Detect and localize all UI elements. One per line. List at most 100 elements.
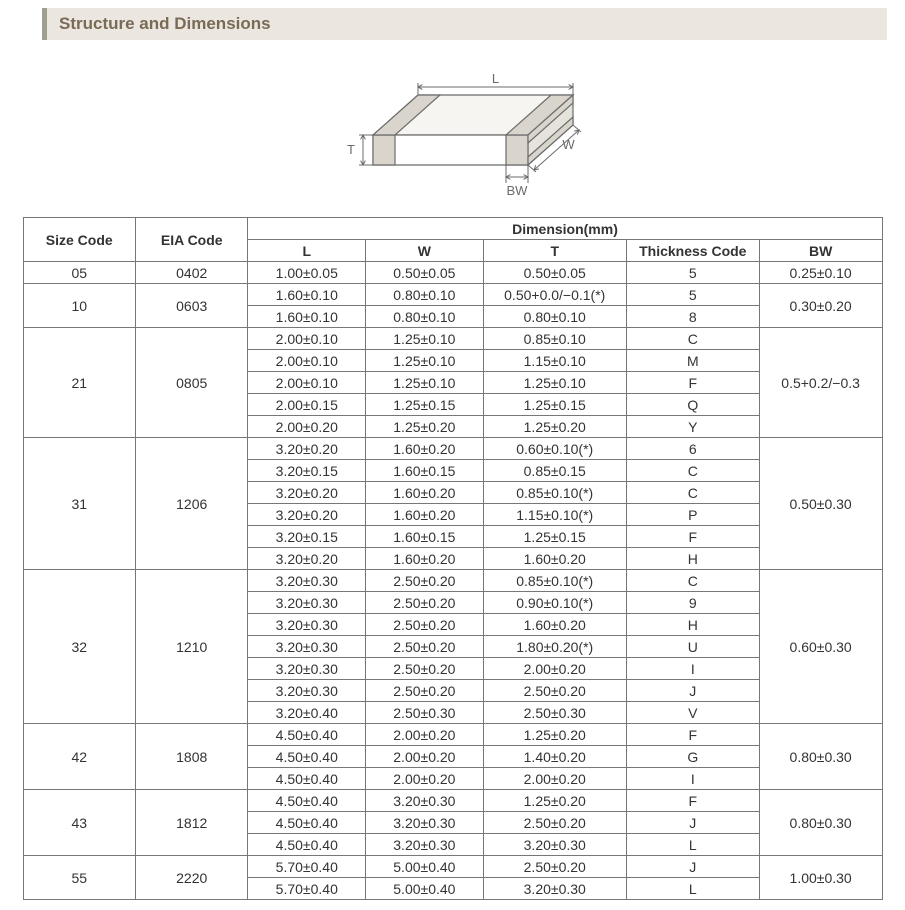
th-l: L — [248, 240, 366, 262]
cell-t: 1.15±0.10 — [483, 350, 626, 372]
th-eia-code: EIA Code — [135, 218, 247, 262]
cell-l: 2.00±0.15 — [248, 394, 366, 416]
cell-thickness-code: H — [626, 548, 759, 570]
cell-thickness-code: J — [626, 856, 759, 878]
diagram-label-bw: BW — [506, 183, 528, 198]
cell-thickness-code: F — [626, 526, 759, 548]
cell-size-code: 43 — [23, 790, 135, 856]
cell-l: 3.20±0.30 — [248, 570, 366, 592]
cell-w: 1.60±0.20 — [366, 548, 484, 570]
th-size-code: Size Code — [23, 218, 135, 262]
cell-t: 0.85±0.10(*) — [483, 570, 626, 592]
cell-t: 0.80±0.10 — [483, 306, 626, 328]
cell-eia-code: 0805 — [135, 328, 247, 438]
cell-w: 2.50±0.20 — [366, 592, 484, 614]
cell-l: 3.20±0.20 — [248, 504, 366, 526]
cell-thickness-code: J — [626, 680, 759, 702]
cell-w: 1.25±0.20 — [366, 416, 484, 438]
cell-w: 2.00±0.20 — [366, 768, 484, 790]
cell-w: 1.25±0.10 — [366, 328, 484, 350]
cell-l: 3.20±0.30 — [248, 658, 366, 680]
table-row: 4218084.50±0.402.00±0.201.25±0.20F0.80±0… — [23, 724, 882, 746]
cell-thickness-code: M — [626, 350, 759, 372]
cell-l: 2.00±0.10 — [248, 328, 366, 350]
cell-w: 1.60±0.20 — [366, 438, 484, 460]
dimensions-table: Size Code EIA Code Dimension(mm) L W T T… — [23, 217, 883, 900]
cell-t: 1.25±0.10 — [483, 372, 626, 394]
cell-thickness-code: 6 — [626, 438, 759, 460]
cell-t: 0.60±0.10(*) — [483, 438, 626, 460]
cell-bw: 0.5+0.2/−0.3 — [759, 328, 882, 438]
cell-l: 3.20±0.40 — [248, 702, 366, 724]
cell-l: 2.00±0.20 — [248, 416, 366, 438]
cell-thickness-code: F — [626, 372, 759, 394]
cell-size-code: 05 — [23, 262, 135, 284]
cell-l: 3.20±0.20 — [248, 482, 366, 504]
cell-l: 3.20±0.15 — [248, 526, 366, 548]
cell-thickness-code: I — [626, 658, 759, 680]
cell-bw: 0.25±0.10 — [759, 262, 882, 284]
cell-eia-code: 2220 — [135, 856, 247, 900]
table-row: 3112063.20±0.201.60±0.200.60±0.10(*)60.5… — [23, 438, 882, 460]
cell-t: 2.50±0.30 — [483, 702, 626, 724]
cell-t: 0.50+0.0/−0.1(*) — [483, 284, 626, 306]
section-title-bar: Structure and Dimensions — [42, 8, 887, 40]
cell-t: 1.25±0.15 — [483, 526, 626, 548]
cell-thickness-code: C — [626, 570, 759, 592]
cell-size-code: 10 — [23, 284, 135, 328]
th-bw: BW — [759, 240, 882, 262]
cell-t: 3.20±0.30 — [483, 834, 626, 856]
cell-w: 2.50±0.20 — [366, 614, 484, 636]
cell-bw: 0.80±0.30 — [759, 790, 882, 856]
cell-l: 4.50±0.40 — [248, 790, 366, 812]
table-row: 3212103.20±0.302.50±0.200.85±0.10(*)C0.6… — [23, 570, 882, 592]
cell-w: 3.20±0.30 — [366, 812, 484, 834]
cell-thickness-code: 5 — [626, 262, 759, 284]
cell-thickness-code: J — [626, 812, 759, 834]
cell-thickness-code: L — [626, 834, 759, 856]
cell-l: 1.60±0.10 — [248, 284, 366, 306]
cell-w: 1.60±0.20 — [366, 482, 484, 504]
cell-t: 1.25±0.15 — [483, 394, 626, 416]
cell-bw: 1.00±0.30 — [759, 856, 882, 900]
cell-l: 3.20±0.30 — [248, 680, 366, 702]
cell-t: 1.25±0.20 — [483, 790, 626, 812]
table-row: 2108052.00±0.101.25±0.100.85±0.10C0.5+0.… — [23, 328, 882, 350]
cell-thickness-code: I — [626, 768, 759, 790]
cell-w: 5.00±0.40 — [366, 856, 484, 878]
th-dimension-group: Dimension(mm) — [248, 218, 882, 240]
cell-thickness-code: Y — [626, 416, 759, 438]
cell-thickness-code: P — [626, 504, 759, 526]
cell-w: 2.50±0.30 — [366, 702, 484, 724]
cell-w: 2.00±0.20 — [366, 724, 484, 746]
cell-l: 3.20±0.20 — [248, 548, 366, 570]
th-w: W — [366, 240, 484, 262]
cell-l: 3.20±0.30 — [248, 614, 366, 636]
cell-w: 0.80±0.10 — [366, 306, 484, 328]
cell-w: 5.00±0.40 — [366, 878, 484, 900]
cell-l: 4.50±0.40 — [248, 834, 366, 856]
cell-size-code: 42 — [23, 724, 135, 790]
cell-w: 3.20±0.30 — [366, 790, 484, 812]
cell-t: 0.85±0.10(*) — [483, 482, 626, 504]
cell-thickness-code: C — [626, 482, 759, 504]
cell-eia-code: 0402 — [135, 262, 247, 284]
cell-size-code: 31 — [23, 438, 135, 570]
cell-thickness-code: G — [626, 746, 759, 768]
cell-eia-code: 1808 — [135, 724, 247, 790]
cell-thickness-code: F — [626, 724, 759, 746]
cell-l: 5.70±0.40 — [248, 856, 366, 878]
cell-l: 4.50±0.40 — [248, 812, 366, 834]
cell-w: 1.25±0.10 — [366, 350, 484, 372]
table-row: 0504021.00±0.050.50±0.050.50±0.0550.25±0… — [23, 262, 882, 284]
cell-eia-code: 1812 — [135, 790, 247, 856]
cell-t: 2.50±0.20 — [483, 812, 626, 834]
table-row: 5522205.70±0.405.00±0.402.50±0.20J1.00±0… — [23, 856, 882, 878]
cell-thickness-code: Q — [626, 394, 759, 416]
cell-w: 1.60±0.15 — [366, 460, 484, 482]
cell-bw: 0.60±0.30 — [759, 570, 882, 724]
cell-t: 0.85±0.15 — [483, 460, 626, 482]
cell-w: 1.25±0.15 — [366, 394, 484, 416]
diagram-label-l: L — [491, 71, 498, 86]
cell-t: 1.40±0.20 — [483, 746, 626, 768]
